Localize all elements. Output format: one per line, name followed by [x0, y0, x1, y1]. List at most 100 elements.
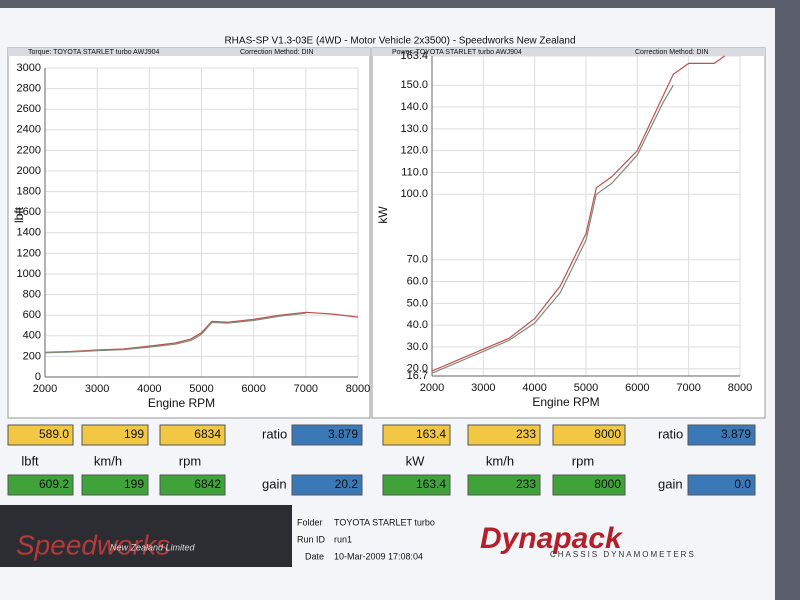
brand-panel: [0, 505, 292, 567]
readout-box: [7, 474, 74, 496]
y-tick-label: 16.7: [407, 370, 428, 382]
y-tick-label: 1200: [17, 247, 41, 259]
chart-note: Correction Method: DIN: [635, 49, 709, 56]
readout-label: gain: [262, 476, 287, 491]
readout-label: gain: [658, 476, 683, 491]
y-tick-label: 1600: [17, 206, 41, 218]
y-axis-label: kW: [376, 206, 390, 224]
chart-note: Correction Method: DIN: [240, 49, 314, 56]
maker-sub: CHASSIS DYNAMOMETERS: [550, 550, 696, 559]
x-tick-label: 7000: [676, 382, 700, 394]
chart-subtitle: Power: TOYOTA STARLET turbo AWJ904: [392, 49, 522, 56]
unit-label: rpm: [572, 453, 594, 468]
y-tick-label: 400: [23, 330, 41, 342]
readout-value: 20.2: [335, 477, 359, 491]
folder: TOYOTA STARLET turbo: [334, 517, 435, 527]
y-axis-label: lbft: [12, 206, 26, 223]
y-tick-label: 40.0: [407, 319, 428, 331]
readout-box: [687, 424, 756, 446]
y-tick-label: 2800: [17, 83, 41, 95]
y-tick-label: 800: [23, 289, 41, 301]
chart-header: [8, 48, 370, 56]
readout-box: [291, 424, 363, 446]
y-tick-label: 2400: [17, 124, 41, 136]
y-tick-label: 30.0: [407, 341, 428, 353]
unit-label: rpm: [179, 453, 201, 468]
readout-box: [382, 424, 451, 446]
x-axis-label: Engine RPM: [148, 396, 215, 410]
date-label: Date: [305, 551, 324, 561]
y-tick-label: 110.0: [401, 166, 428, 178]
readout-box: [81, 424, 149, 446]
y-tick-label: 2600: [17, 103, 41, 115]
readout-value: 199: [124, 477, 144, 491]
readout-box: [467, 474, 541, 496]
power-curve: [431, 84, 674, 374]
y-tick-label: 70.0: [407, 254, 428, 266]
chart-subtitle: Torque: TOYOTA STARLET turbo AWJ904: [28, 49, 159, 56]
y-tick-label: 60.0: [407, 275, 428, 287]
brand-sub: New Zealand Limited: [110, 542, 196, 552]
y-tick-label: 2200: [17, 144, 41, 156]
x-tick-label: 4000: [137, 383, 161, 395]
y-tick-label: 200: [23, 350, 41, 362]
readout-value: 233: [516, 427, 536, 441]
power-curve: [44, 312, 306, 354]
x-tick-label: 3000: [471, 382, 495, 394]
y-tick-label: 50.0: [407, 297, 428, 309]
y-tick-label: 120.0: [400, 145, 428, 157]
readout-value: 163.4: [416, 477, 446, 491]
power-curve: [44, 311, 359, 353]
readout-value: 3.879: [721, 427, 751, 441]
y-tick-label: 150.0: [400, 79, 428, 91]
brand: Speedworks: [16, 529, 170, 560]
x-tick-label: 7000: [294, 383, 318, 395]
readout-box: [159, 474, 226, 496]
x-tick-label: 5000: [189, 383, 213, 395]
readout-value: 6842: [194, 477, 221, 491]
readout-label: ratio: [262, 426, 287, 441]
readout-box: [81, 474, 149, 496]
x-tick-label: 4000: [522, 382, 546, 394]
readout-value: 233: [516, 477, 536, 491]
y-tick-label: 140.0: [400, 101, 428, 113]
y-tick-label: 130.0: [400, 123, 428, 135]
unit-label: lbft: [21, 453, 39, 468]
unit-label: kW: [406, 453, 426, 468]
y-tick-label: 1800: [17, 186, 41, 198]
readout-label: ratio: [658, 426, 683, 441]
readout-value: 589.0: [39, 427, 69, 441]
readout-value: 8000: [594, 427, 621, 441]
title: RHAS-SP V1.3-03E (4WD - Motor Vehicle 2x…: [224, 36, 575, 47]
x-tick-label: 2000: [420, 382, 444, 394]
unit-label: km/h: [486, 453, 514, 468]
date: 10-Mar-2009 17:08:04: [334, 551, 423, 561]
chart-panel: [371, 47, 766, 419]
readout-box: [552, 424, 626, 446]
readout-value: 609.2: [39, 477, 69, 491]
readout-box: [552, 474, 626, 496]
y-tick-label: 163.4: [400, 50, 428, 62]
y-tick-label: 600: [23, 309, 41, 321]
readout-box: [291, 474, 363, 496]
x-axis-label: Engine RPM: [532, 395, 599, 409]
unit-label: km/h: [94, 453, 122, 468]
readout-value: 3.879: [328, 427, 358, 441]
folder-label: Folder: [297, 517, 323, 527]
readout-box: [159, 424, 226, 446]
x-tick-label: 6000: [241, 383, 265, 395]
y-tick-label: 0: [35, 371, 41, 383]
readout-value: 6834: [194, 427, 221, 441]
y-tick-label: 3000: [17, 62, 41, 74]
run-label: Run ID: [297, 534, 326, 544]
readout-value: 0.0: [734, 477, 751, 491]
readout-box: [467, 424, 541, 446]
x-tick-label: 2000: [33, 383, 57, 395]
x-tick-label: 3000: [85, 383, 109, 395]
y-tick-label: 1000: [17, 268, 41, 280]
maker: Dynapack: [480, 522, 623, 555]
readout-value: 199: [124, 427, 144, 441]
readout-box: [687, 474, 756, 496]
chart-header: [372, 48, 765, 56]
